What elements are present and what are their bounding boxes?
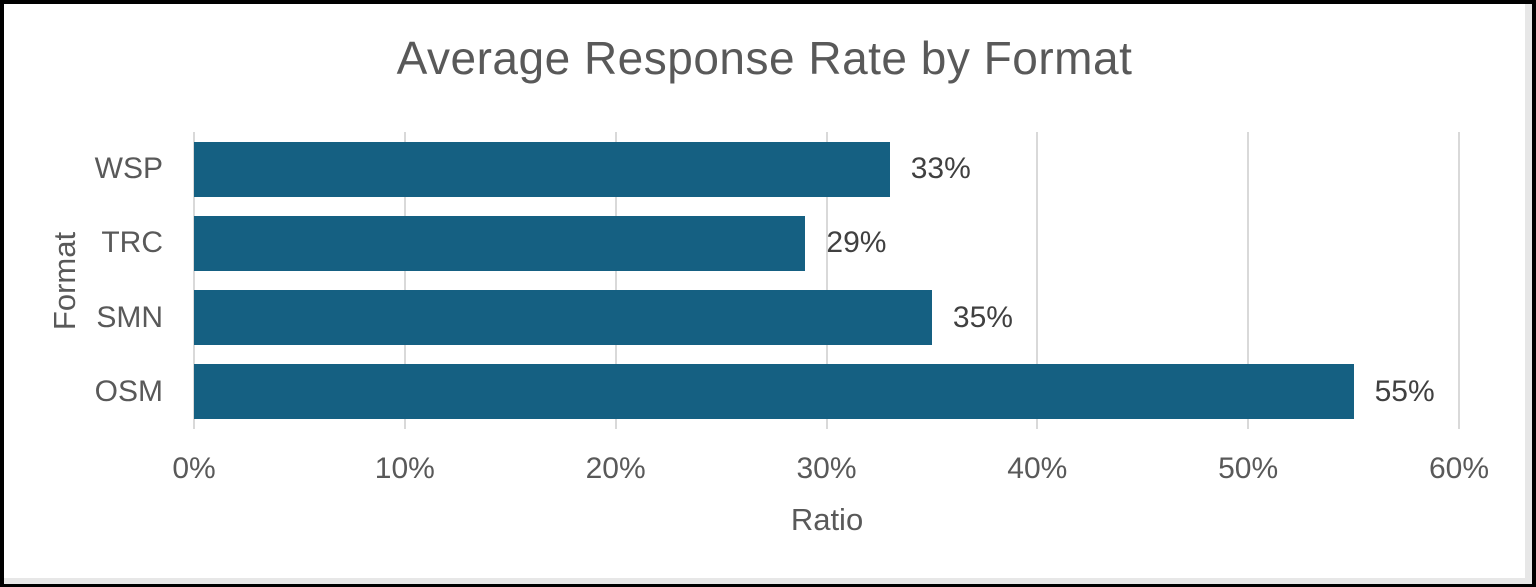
data-label-trc: 29% [826,226,887,260]
plot-area: 33% 29% 35% 55% [193,132,1460,429]
x-tick-label: 10% [374,452,435,485]
x-tick-label: 0% [172,452,216,485]
bar-osm [194,364,1354,420]
gridline [193,132,195,429]
x-axis-title: Ratio [790,502,864,537]
window-inner-edge: Average Response Rate by Format 33% 29% 35… [4,4,1532,584]
x-tick-label: 20% [585,452,646,485]
gridline [1458,132,1460,429]
chart-canvas: Average Response Rate by Format 33% 29% 35… [4,4,1525,578]
y-axis-title: Format [47,231,82,331]
data-label-osm: 55% [1374,374,1435,408]
category-label-trc: TRC [101,226,163,260]
x-tick-label: 60% [1428,452,1490,485]
gridline [614,132,617,429]
x-tick-label: 30% [796,452,857,485]
bar-wsp [194,141,890,197]
category-label-osm: OSM [94,374,163,408]
data-label-wsp: 33% [910,152,971,186]
category-label-smn: SMN [96,300,163,334]
gridline [825,132,828,429]
bar-smn [194,290,932,346]
gridline [1247,132,1250,429]
x-tick-label: 50% [1218,452,1279,485]
data-label-smn: 35% [952,300,1013,334]
gridline [403,132,406,429]
x-tick-label: 40% [1007,452,1068,485]
category-label-wsp: WSP [94,152,163,186]
chart-title: Average Response Rate by Format [396,32,1133,84]
bar-trc [194,215,806,271]
gridline [1036,132,1039,429]
